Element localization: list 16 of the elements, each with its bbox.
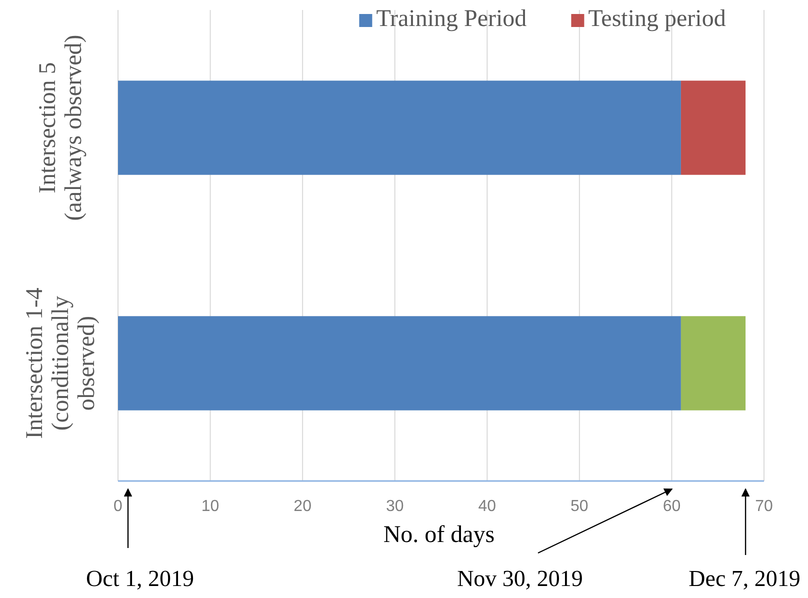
x-tick-label: 70 [755,498,773,515]
text: Nov 30, 2019 [457,566,583,591]
x-tick-label: 40 [478,498,496,515]
y-tick-label: Intersection 5 (aalways observed) [35,34,87,221]
annotation: Dec 7, 2019 [688,566,800,591]
x-axis-title: No. of days [383,522,495,548]
x-tick-label: 0 [114,498,123,515]
x-tick-label: 10 [201,498,220,515]
text: Oct 1, 2019 [86,566,194,591]
x-tick-label: 50 [570,498,588,515]
y-tick-label: Intersection 1-4 (conditionally observed) [22,288,100,439]
legend-label: Testing period [588,6,726,32]
x-tick-label: 60 [662,498,681,515]
legend-label: Training Period [376,6,527,32]
x-tick-label: 20 [294,498,312,515]
x-tick-label: 30 [386,498,404,515]
